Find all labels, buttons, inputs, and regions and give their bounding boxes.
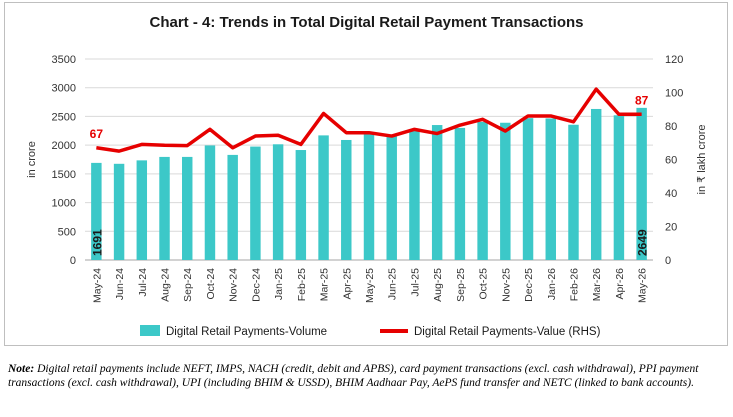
volume-bar [113, 163, 125, 260]
volume-bar [613, 115, 625, 260]
volume-bar [318, 135, 329, 260]
note-text: Digital retail payments include NEFT, IM… [8, 363, 699, 389]
right-tick-label: 0 [665, 255, 671, 267]
x-tick-label: Aug-24 [160, 268, 172, 302]
right-tick-label: 40 [665, 188, 677, 200]
x-tick-label: Oct-24 [205, 268, 217, 300]
x-tick-label: Apr-25 [341, 268, 353, 300]
legend-label-value: Digital Retail Payments-Value (RHS) [414, 326, 601, 338]
footnote: Note: Digital retail payments include NE… [8, 362, 726, 390]
x-tick-label: Feb-26 [568, 268, 580, 301]
volume-bar [590, 108, 602, 260]
volume-bar [500, 122, 511, 260]
volume-bar [159, 156, 170, 260]
x-tick-label: May-26 [637, 268, 649, 303]
x-tick-label: Feb-25 [296, 268, 308, 301]
left-tick-label: 3000 [52, 83, 76, 95]
x-tick-label: Jan-26 [546, 268, 558, 300]
left-tick-label: 2000 [52, 140, 76, 152]
volume-bar [250, 146, 261, 260]
right-axis-label: in ₹ lakh crore [696, 125, 708, 195]
x-tick-label: Nov-24 [228, 268, 240, 302]
volume-bar [477, 121, 488, 261]
right-tick-label: 100 [665, 88, 683, 100]
legend-swatch-volume [140, 325, 160, 336]
line-data-label: 87 [635, 93, 649, 107]
left-tick-label: 2500 [52, 111, 76, 123]
volume-bar [431, 125, 443, 261]
x-tick-label: Mar-26 [591, 268, 603, 301]
x-tick-label: Oct-25 [478, 268, 490, 300]
legend-label-volume: Digital Retail Payments-Volume [166, 326, 327, 338]
bar-data-label: 1691 [90, 229, 104, 256]
right-tick-label: 20 [665, 222, 677, 234]
volume-bar [341, 139, 352, 260]
x-tick-label: May-25 [364, 268, 376, 303]
volume-bar [363, 134, 375, 260]
volume-bar [454, 127, 466, 261]
left-axis-label: in crore [26, 141, 38, 178]
volume-bar [182, 156, 193, 260]
x-tick-label: Aug-25 [432, 268, 444, 302]
volume-bar [295, 150, 307, 260]
volume-bar [136, 160, 148, 260]
x-tick-label: Jul-24 [137, 268, 149, 297]
x-tick-label: Mar-25 [319, 268, 331, 301]
x-tick-label: Nov-25 [500, 268, 512, 302]
x-tick-label: Jun-25 [387, 268, 399, 300]
left-tick-label: 1000 [52, 198, 76, 210]
right-tick-label: 80 [665, 121, 677, 133]
x-tick-label: Jan-25 [273, 268, 285, 300]
volume-bar [636, 107, 647, 261]
x-tick-label: Jun-24 [114, 268, 126, 300]
right-tick-label: 60 [665, 155, 677, 167]
volume-bar [386, 136, 397, 260]
x-tick-label: Sep-25 [455, 268, 467, 302]
bar-data-label: 2649 [636, 229, 650, 256]
left-tick-label: 1500 [52, 169, 76, 181]
volume-bar [409, 131, 420, 260]
left-tick-label: 3500 [52, 54, 76, 66]
x-tick-label: Jul-25 [409, 268, 421, 297]
chart-title: Chart - 4: Trends in Total Digital Retai… [149, 14, 584, 31]
volume-bar [272, 144, 284, 260]
volume-bar [545, 118, 556, 260]
left-tick-label: 0 [70, 255, 76, 267]
volume-bar [568, 124, 579, 261]
x-tick-label: Dec-24 [250, 268, 262, 302]
note-label: Note: [8, 363, 35, 375]
volume-bar [227, 154, 238, 260]
x-tick-label: Sep-24 [182, 268, 194, 302]
right-tick-label: 120 [665, 54, 683, 66]
x-tick-label: Apr-26 [614, 268, 626, 300]
line-data-label: 67 [90, 127, 104, 141]
volume-bar [91, 162, 102, 260]
x-tick-label: May-24 [91, 268, 103, 303]
volume-bar [204, 145, 216, 260]
left-tick-label: 500 [58, 226, 76, 238]
volume-bar [522, 118, 534, 260]
x-tick-label: Dec-25 [523, 268, 535, 302]
